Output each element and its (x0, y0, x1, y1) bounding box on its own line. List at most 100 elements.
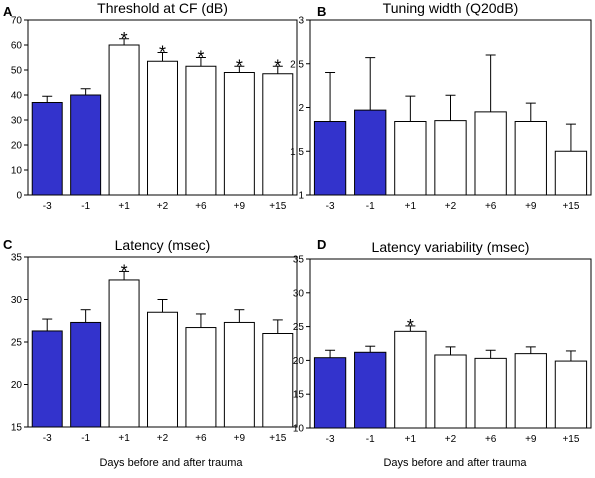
y-tick-label: 20 (293, 356, 305, 367)
x-tick-label: +1 (405, 201, 417, 212)
bar-before-trauma (313, 121, 347, 196)
panel-b: B Tuning width (Q20dB) 1 1,5 2 2,5 3 -3 -1 +1 +2 +6… (290, 0, 592, 212)
x-tick-label: -3 (326, 434, 335, 445)
x-tick-label: +9 (525, 201, 537, 212)
panel-letter: A (3, 4, 13, 19)
x-tick-label: +6 (195, 201, 207, 212)
bar-after-trauma (394, 121, 427, 196)
y-tick-label: 40 (11, 91, 23, 102)
y-tick-label: 35 (293, 255, 305, 266)
x-tick-label: +6 (195, 433, 207, 444)
significance-star: * (121, 29, 128, 49)
x-tick-label: +6 (485, 434, 497, 445)
y-tick-label: 15 (11, 423, 23, 434)
y-tick-label: 25 (293, 322, 305, 333)
y-tick-label: 1,5 (290, 147, 304, 158)
y-tick-label: 20 (11, 141, 23, 152)
x-tick-label: +1 (118, 201, 130, 212)
y-tick-label: 2,5 (290, 59, 304, 70)
bar-after-trauma (554, 360, 588, 429)
x-tick-label: -1 (366, 201, 375, 212)
x-tick-label: +15 (269, 201, 286, 212)
panel-title: Tuning width (Q20dB) (383, 0, 519, 16)
x-tick-label: -1 (81, 433, 90, 444)
y-tick-label: 2 (298, 103, 304, 114)
significance-star: * (407, 316, 414, 336)
x-tick-label: +9 (525, 434, 537, 445)
significance-star: * (159, 43, 166, 63)
panel-letter: C (3, 237, 13, 252)
bar-after-trauma (185, 65, 217, 196)
y-tick-label: 35 (11, 253, 23, 264)
caption-right: Days before and after trauma (383, 457, 527, 469)
bar-after-trauma (147, 60, 178, 196)
x-tick-label: -3 (43, 201, 52, 212)
bar-after-trauma (514, 121, 547, 196)
panel-a: A Threshold at CF (dB) 0 10 20 30 40 50 60 70 -3 -1… (3, 0, 298, 212)
bar-after-trauma (223, 321, 255, 428)
x-tick-label: -3 (326, 201, 335, 212)
significance-star: * (236, 56, 243, 76)
bar-after-trauma (474, 111, 507, 196)
y-tick-label: 10 (293, 424, 305, 435)
bar-after-trauma (147, 311, 178, 428)
x-tick-label: +2 (157, 433, 169, 444)
bar-after-trauma (394, 330, 427, 429)
x-tick-label: -1 (366, 434, 375, 445)
panel-title: Latency variability (msec) (372, 239, 530, 255)
y-tick-label: 15 (293, 390, 305, 401)
x-tick-label: +6 (485, 201, 497, 212)
bar-after-trauma (262, 73, 294, 196)
bar-after-trauma (185, 327, 217, 428)
y-tick-label: 30 (11, 295, 23, 306)
bar-after-trauma (514, 353, 547, 429)
panel-letter: D (317, 237, 326, 252)
significance-star: * (274, 56, 281, 76)
y-tick-label: 20 (11, 380, 23, 391)
bar-after-trauma (108, 279, 140, 428)
panel-letter: B (317, 4, 326, 19)
x-tick-label: +2 (157, 201, 169, 212)
x-tick-label: +2 (445, 201, 457, 212)
significance-star: * (197, 48, 204, 68)
bar-after-trauma (262, 333, 294, 428)
y-tick-label: 30 (293, 288, 305, 299)
bar-before-trauma (354, 109, 387, 196)
x-tick-label: +15 (562, 434, 579, 445)
bar-before-trauma (70, 321, 102, 428)
y-tick-label: 0 (16, 191, 22, 202)
bar-after-trauma (554, 150, 588, 196)
x-tick-label: +2 (445, 434, 457, 445)
y-tick-label: 70 (11, 16, 23, 27)
x-tick-label: +9 (234, 433, 246, 444)
bar-after-trauma (108, 44, 140, 196)
bar-before-trauma (70, 94, 102, 196)
bar-before-trauma (31, 330, 63, 428)
x-tick-label: -1 (81, 201, 90, 212)
bar-before-trauma (31, 102, 63, 196)
caption-left: Days before and after trauma (99, 457, 243, 469)
x-tick-label: +15 (269, 433, 286, 444)
bar-after-trauma (434, 120, 467, 196)
bar-before-trauma (354, 351, 387, 429)
y-tick-label: 1 (298, 191, 304, 202)
bar-before-trauma (313, 357, 347, 429)
significance-star: * (121, 261, 128, 281)
y-tick-label: 30 (11, 116, 23, 127)
panel-c: C Latency (msec) 15 20 25 30 35 -3 -1 * +1 +2 +6 +9 +1… (3, 237, 298, 444)
bar-after-trauma (223, 72, 255, 196)
x-tick-label: -3 (43, 433, 52, 444)
panel-title: Latency (msec) (115, 237, 211, 253)
panel-d: D Latency variability (msec) 10 15 20 25 30 35 -… (293, 237, 592, 445)
y-tick-label: 10 (11, 166, 23, 177)
x-tick-label: +9 (234, 201, 246, 212)
bar-after-trauma (434, 354, 467, 429)
bar-after-trauma (474, 357, 507, 429)
y-tick-label: 3 (298, 16, 304, 27)
panel-title: Threshold at CF (dB) (97, 0, 228, 16)
x-tick-label: +1 (405, 434, 417, 445)
x-tick-label: +15 (562, 201, 579, 212)
y-tick-label: 60 (11, 41, 23, 52)
